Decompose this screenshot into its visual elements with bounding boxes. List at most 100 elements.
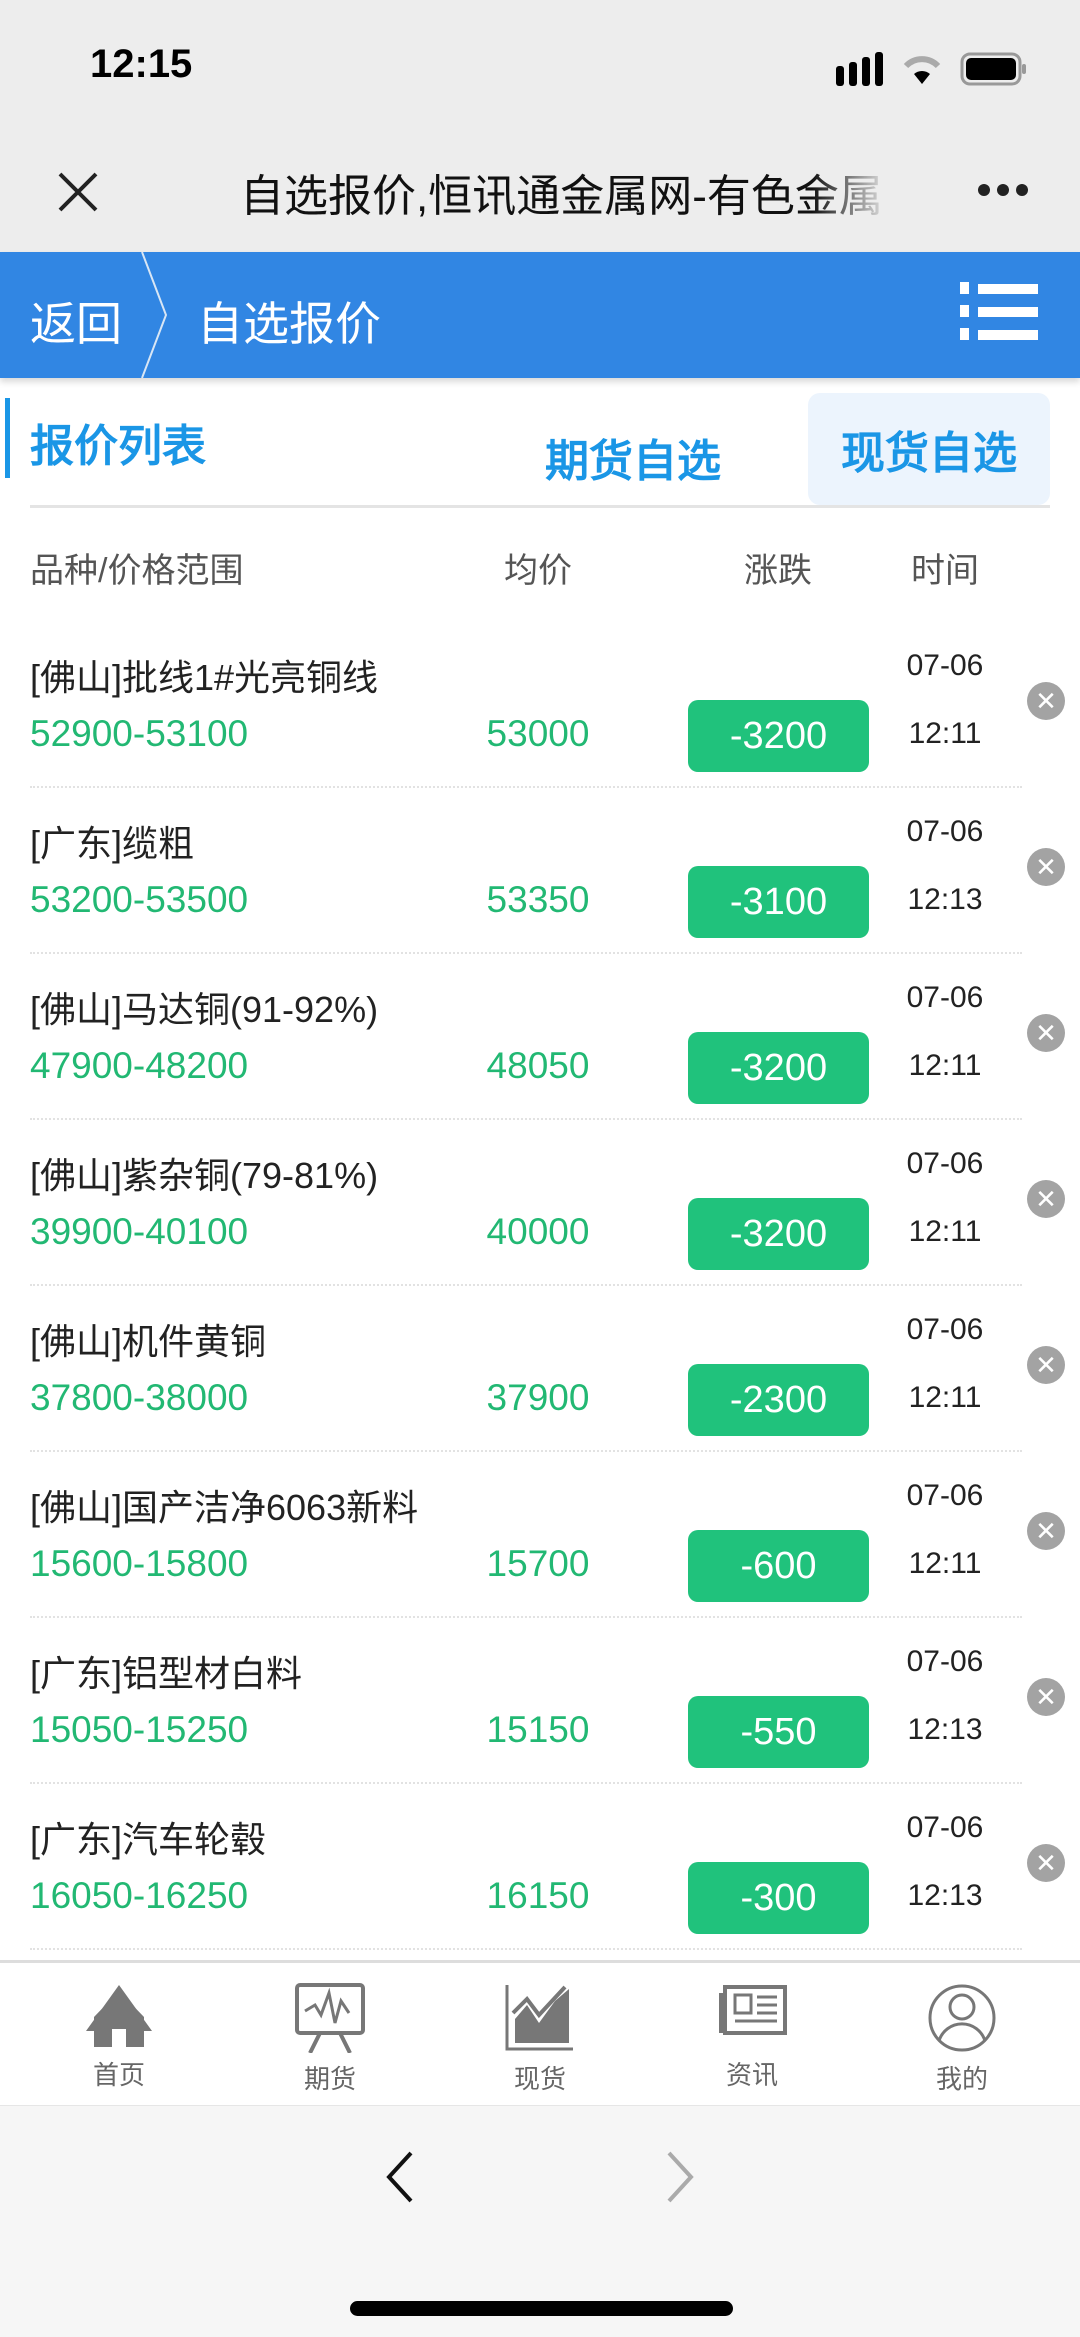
time: 12:11 [908,1049,982,1082]
divider [30,505,1050,508]
item-name: [佛山]机件黄铜 [30,1321,267,1362]
table-row[interactable]: [佛山]机件黄铜 37800-38000 37900 -2300 07-06 1… [0,1285,1080,1452]
column-header-avg: 均价 [504,552,572,590]
time: 12:11 [908,1381,982,1414]
status-time: 12:15 [90,42,193,86]
item-name: [广东]铝型材白料 [30,1653,303,1694]
change-badge: -300 [688,1862,869,1934]
wifi-icon [903,56,941,84]
column-header-time: 时间 [911,552,979,590]
item-name: [佛山]马达铜(91-92%) [30,989,379,1030]
change-badge: -3100 [688,866,869,938]
user-icon [928,1984,996,2052]
browser-forward-icon[interactable] [665,2151,695,2203]
avg-price: 40000 [486,1211,590,1252]
breadcrumb-current: 自选报价 [197,298,381,350]
page-title: 自选报价,恒讯通金属网-有色金属 [240,172,883,221]
table-row[interactable]: [广东]缆粗 53200-53500 53350 -3100 07-06 12:… [0,787,1080,954]
tab-mine[interactable]: 我的 [862,1963,1062,2108]
table-row[interactable]: [广东]铝型材白料 15050-15250 15150 -550 07-06 1… [0,1617,1080,1784]
tab-home-label: 首页 [92,2060,145,2090]
news-icon [719,1985,787,2035]
tab-futures-nav-label: 期货 [303,2064,356,2094]
price-range: 15600-15800 [30,1543,249,1584]
remove-icon[interactable]: ✕ [1027,1512,1065,1550]
price-range: 47900-48200 [30,1045,249,1086]
item-name: [佛山]国产洁净6063新料 [30,1487,419,1528]
date: 07-06 [906,1147,984,1180]
item-name: [广东]缆粗 [30,823,195,864]
menu-icon[interactable] [960,282,1040,342]
close-icon[interactable] [56,170,100,214]
remove-icon[interactable]: ✕ [1027,1014,1065,1052]
more-icon[interactable] [976,182,1030,198]
time: 12:13 [907,1879,983,1912]
date: 07-06 [906,1645,984,1678]
avg-price: 48050 [486,1045,590,1086]
tab-spot[interactable]: 现货自选 [808,393,1050,505]
tab-news[interactable]: 资讯 [652,1963,852,2108]
price-range: 52900-53100 [30,713,249,754]
time: 12:13 [907,883,983,916]
item-name: [佛山]紫杂铜(79-81%) [30,1155,379,1196]
remove-icon[interactable]: ✕ [1027,1678,1065,1716]
time: 12:11 [908,1547,982,1580]
avg-price: 15700 [486,1543,590,1584]
avg-price: 16150 [486,1875,590,1916]
futures-chart-icon [295,1983,365,2053]
price-range: 53200-53500 [30,879,249,920]
price-range: 37800-38000 [30,1377,249,1418]
price-range: 39900-40100 [30,1211,249,1252]
app-header: 返回 自选报价 [0,252,1080,378]
row-divider [30,1450,1022,1452]
date: 07-06 [906,815,984,848]
table-row[interactable]: [佛山]批线1#光亮铜线 52900-53100 53000 -3200 07-… [0,621,1080,788]
date: 07-06 [906,649,984,682]
remove-icon[interactable]: ✕ [1027,1346,1065,1384]
tab-mine-label: 我的 [935,2064,988,2094]
remove-icon[interactable]: ✕ [1027,682,1065,720]
table-row[interactable]: [佛山]马达铜(91-92%) 47900-48200 48050 -3200 … [0,953,1080,1120]
table-row[interactable]: [佛山]紫杂铜(79-81%) 39900-40100 40000 -3200 … [0,1119,1080,1286]
column-header-name: 品种/价格范围 [30,552,244,590]
row-divider [30,1948,1022,1950]
tab-spot-nav[interactable]: 现货 [440,1963,640,2108]
section-marker [5,398,10,478]
row-divider [30,786,1022,788]
tab-futures[interactable]: 期货自选 [545,437,721,486]
home-icon [86,1985,152,2047]
remove-icon[interactable]: ✕ [1027,1844,1065,1882]
change-badge: -2300 [688,1364,869,1436]
change-badge: -550 [688,1696,869,1768]
avg-price: 15150 [486,1709,590,1750]
bottom-tab-bar: 首页 期货 现货 资讯 我的 [0,1960,1080,2105]
time: 12:11 [908,1215,982,1248]
table-row[interactable]: [佛山]国产洁净6063新料 15600-15800 15700 -600 07… [0,1451,1080,1618]
row-divider [30,1782,1022,1784]
browser-toolbar [0,2105,1080,2337]
table-row[interactable]: [广东]汽车轮毂 16050-16250 16150 -300 07-06 12… [0,1783,1080,1950]
browser-back-icon[interactable] [385,2151,415,2203]
remove-icon[interactable]: ✕ [1027,848,1065,886]
tab-futures-nav[interactable]: 期货 [230,1963,430,2108]
home-indicator [350,2301,733,2316]
row-divider [30,1616,1022,1618]
time: 12:13 [907,1713,983,1746]
top-chrome: 12:15 自选报价,恒讯通金属网-有色金属 [0,0,1080,252]
price-range: 16050-16250 [30,1875,249,1916]
column-header-change: 涨跌 [744,552,812,590]
tab-news-label: 资讯 [725,2060,778,2090]
date: 07-06 [906,981,984,1014]
tab-spot-label: 现货自选 [841,429,1017,478]
tabs-row: 报价列表 期货自选 现货自选 [0,378,1080,508]
row-divider [30,952,1022,954]
battery-icon [960,52,1026,86]
item-name: [佛山]批线1#光亮铜线 [30,657,379,698]
avg-price: 53350 [486,879,590,920]
time: 12:11 [908,717,982,750]
date: 07-06 [906,1811,984,1844]
change-badge: -3200 [688,1032,869,1104]
tab-home[interactable]: 首页 [19,1963,219,2108]
back-button[interactable]: 返回 [30,298,122,350]
remove-icon[interactable]: ✕ [1027,1180,1065,1218]
